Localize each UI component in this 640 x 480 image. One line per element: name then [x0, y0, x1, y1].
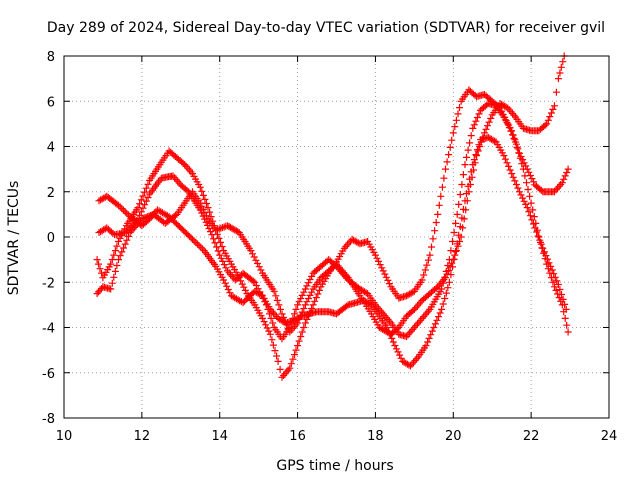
x-tick-label: 14 — [211, 429, 228, 444]
series-track-4 — [93, 52, 568, 338]
x-tick-label: 20 — [445, 429, 462, 444]
y-axis-label: SDTVAR / TECUs — [6, 181, 22, 296]
y-tick-label: -6 — [42, 367, 55, 382]
data-markers — [93, 52, 572, 381]
x-tick-label: 18 — [367, 429, 384, 444]
y-tick-label: 4 — [47, 141, 55, 156]
y-tick-label: -4 — [42, 322, 55, 337]
series-track-3 — [93, 86, 572, 381]
y-tick-label: 2 — [47, 186, 55, 201]
x-tick-label: 10 — [56, 429, 73, 444]
y-tick-label: 6 — [47, 95, 55, 110]
x-tick-label: 24 — [601, 429, 618, 444]
x-tick-label: 16 — [289, 429, 306, 444]
y-tick-label: 0 — [47, 231, 55, 246]
y-tick-label: -8 — [42, 412, 55, 427]
series-track-1 — [95, 133, 570, 370]
marker-trail — [95, 133, 570, 370]
chart-title: Day 289 of 2024, Sidereal Day-to-day VTE… — [47, 20, 605, 36]
marker-trail — [93, 86, 572, 381]
marker-trail — [93, 52, 568, 338]
x-tick-label: 12 — [134, 429, 151, 444]
y-tick-label: -2 — [42, 276, 55, 291]
y-tick-label: 8 — [47, 50, 55, 65]
x-tick-label: 22 — [523, 429, 540, 444]
grid-lines — [64, 56, 609, 418]
x-axis-label: GPS time / hours — [276, 458, 393, 474]
